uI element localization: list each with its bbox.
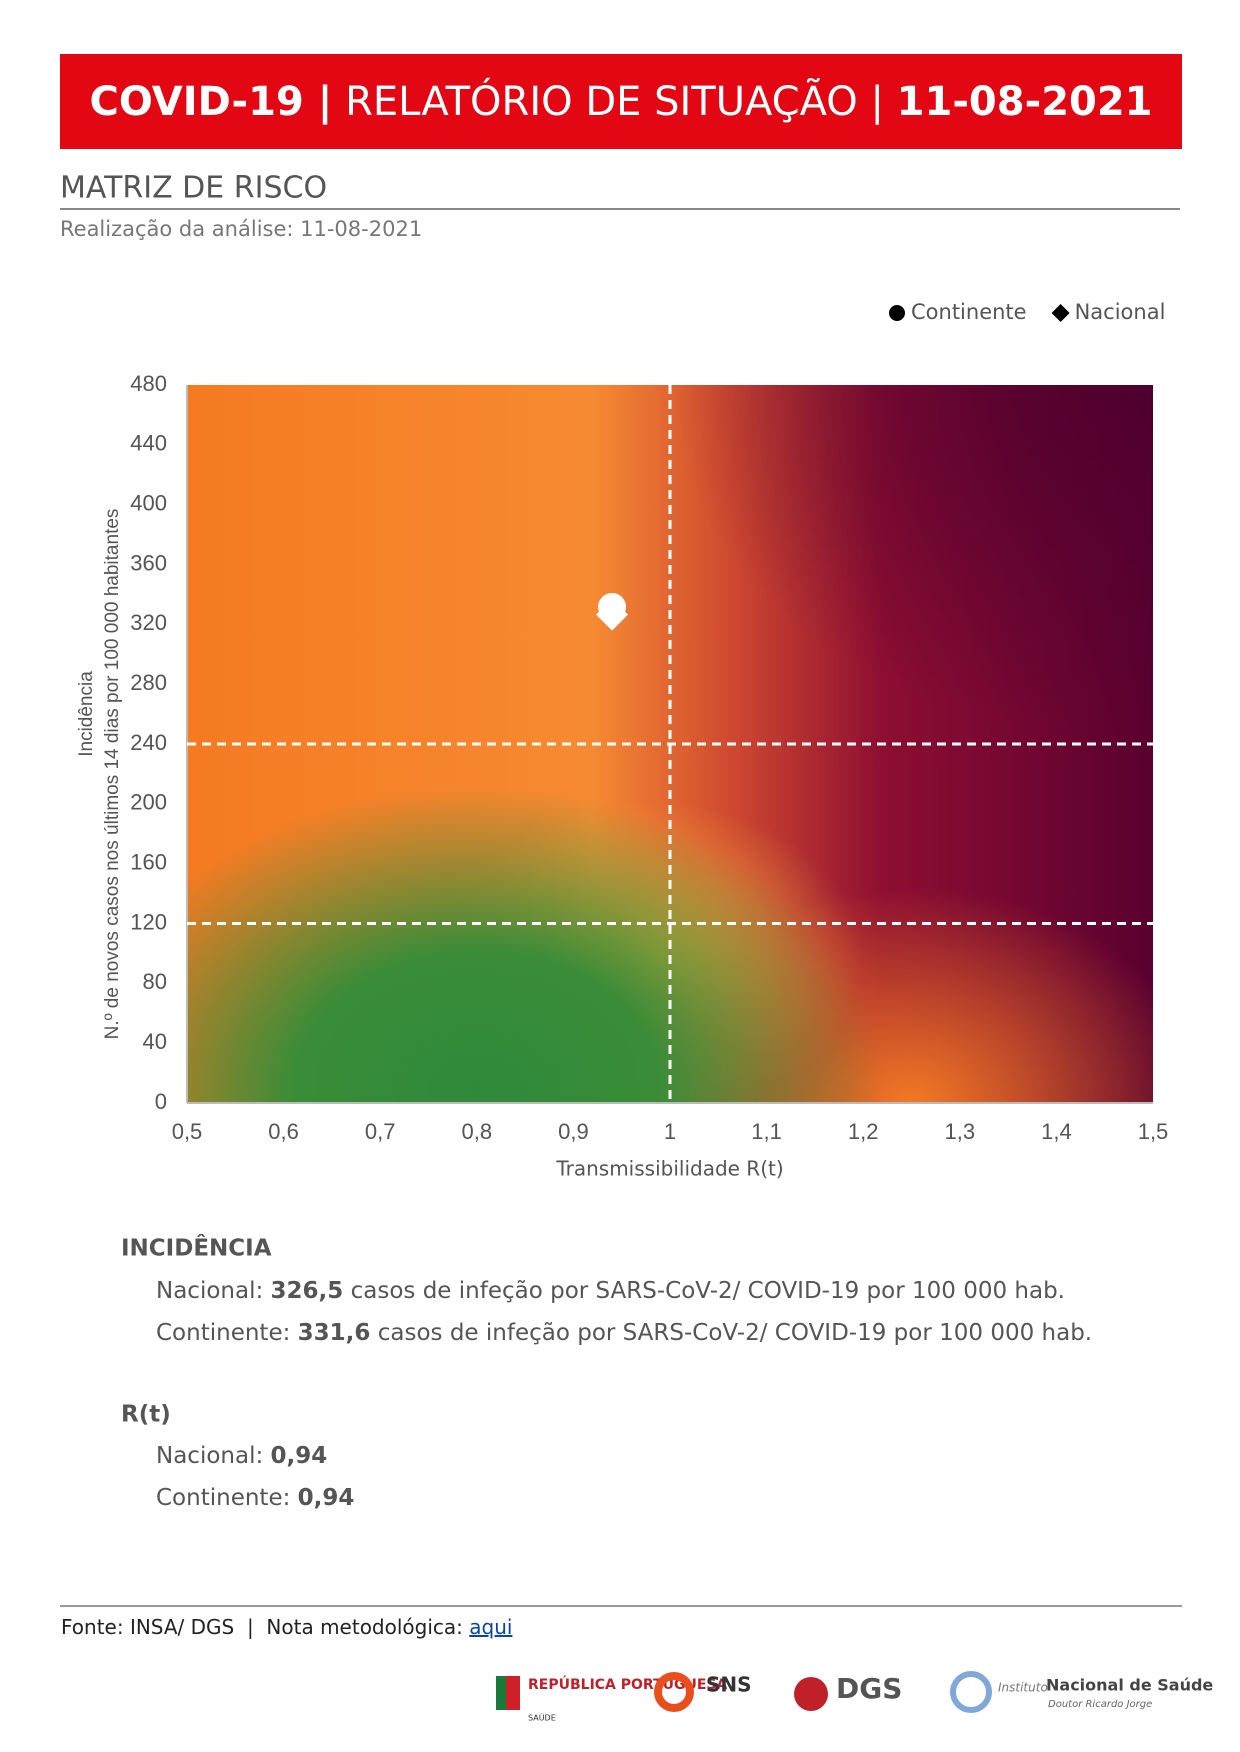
legend-label: Nacional xyxy=(1075,300,1166,324)
logo-text: REPÚBLICA PORTUGUESA xyxy=(528,1675,727,1693)
logo-text: Doutor Ricardo Jorge xyxy=(1048,1699,1152,1710)
methodology-link[interactable]: aqui xyxy=(469,1615,512,1639)
y-tick-label: 240 xyxy=(130,730,167,755)
section-heading: R(t) xyxy=(121,1402,171,1428)
x-tick-label: 0,8 xyxy=(462,1119,493,1144)
y-tick-label: 280 xyxy=(130,670,167,695)
footer-text: Fonte: INSA/ DGS | Nota metodológica: aq… xyxy=(61,1615,512,1639)
source: Fonte: INSA/ DGS | Nota metodológica: xyxy=(61,1615,463,1639)
logo-text: SNS xyxy=(706,1673,752,1697)
y-axis-label: Incidência xyxy=(76,671,97,757)
logos: REPÚBLICA PORTUGUESA SAÚDE SNS DGS Insti… xyxy=(496,1671,1213,1723)
y-tick-label: 40 xyxy=(143,1029,167,1054)
point xyxy=(596,598,629,631)
text-row: Continente: 331,6 casos de infeção por S… xyxy=(156,1320,1092,1346)
chart: 0 40 80 120 160 200 240 280 320 360 400 440 480 0,5 0,… xyxy=(76,300,1168,1181)
header-part: COVID-19 | xyxy=(89,79,332,126)
x-tick-label: 0,9 xyxy=(558,1119,589,1144)
logo-text: SAÚDE xyxy=(528,1712,556,1723)
row-value: 0,94 xyxy=(298,1485,355,1511)
y-tick-label: 320 xyxy=(130,610,167,635)
header-bar xyxy=(60,54,1182,149)
x-tick-label: 1,3 xyxy=(945,1119,976,1144)
x-tick-label: 1,4 xyxy=(1041,1119,1072,1144)
y-tick-label: 0 xyxy=(155,1089,167,1114)
y-tick-label: 480 xyxy=(130,371,167,396)
y-tick-label: 80 xyxy=(143,969,167,994)
y-tick-label: 160 xyxy=(130,849,167,874)
legend-label: Continente xyxy=(911,300,1027,324)
subtitle: Realização da análise: 11-08-2021 xyxy=(60,217,422,241)
row-label: Nacional: xyxy=(156,1443,263,1469)
text-row: Nacional: 326,5 casos de infeção por SAR… xyxy=(156,1278,1065,1304)
row-text: casos de infeção por SARS-CoV-2/ COVID-1… xyxy=(351,1278,1065,1304)
y-tick-label: 120 xyxy=(130,909,167,934)
row-value: 326,5 xyxy=(271,1278,344,1304)
legend-marker xyxy=(1051,304,1070,322)
y-axis-label: N.º de novos casos nos últimos 14 dias p… xyxy=(102,509,123,1040)
text-row: Continente: 0,94 xyxy=(156,1485,354,1511)
y-tick-label: 440 xyxy=(130,431,167,456)
section-title: MATRIZ DE RISCO xyxy=(60,171,327,206)
logo-text: Instituto xyxy=(998,1681,1048,1695)
text-row: Nacional: 0,94 xyxy=(156,1443,327,1469)
header-part: RELATÓRIO DE SITUAÇÃO | xyxy=(345,77,884,125)
logo-sns xyxy=(654,1672,694,1712)
logo-text: DGS xyxy=(836,1672,902,1705)
header-title: COVID-19 | RELATÓRIO DE SITUAÇÃO | 11-08… xyxy=(89,77,1152,126)
row-value: 0,94 xyxy=(271,1443,328,1469)
logo-text: Nacional de Saúde xyxy=(1046,1676,1213,1695)
logo-dgs xyxy=(794,1677,828,1711)
legend-marker xyxy=(889,305,905,321)
row-text: casos de infeção por SARS-CoV-2/ COVID-1… xyxy=(378,1320,1092,1346)
x-tick-label: 0,6 xyxy=(268,1119,299,1144)
row-label: Nacional: xyxy=(156,1278,263,1304)
header-part: 11-08-2021 xyxy=(897,79,1153,125)
section-heading: INCIDÊNCIA xyxy=(121,1234,272,1262)
y-tick-label: 200 xyxy=(130,790,167,815)
x-tick-label: 0,7 xyxy=(365,1119,396,1144)
x-tick-label: 1,2 xyxy=(848,1119,879,1144)
row-label: Continente: xyxy=(156,1485,290,1511)
x-tick-label: 1,1 xyxy=(751,1119,782,1144)
y-tick-label: 360 xyxy=(130,550,167,575)
x-tick-label: 1,5 xyxy=(1138,1119,1169,1144)
logo-flag xyxy=(506,1676,520,1710)
x-tick-label: 0,5 xyxy=(172,1119,203,1144)
row-label: Continente: xyxy=(156,1320,290,1346)
x-tick-label: 1 xyxy=(664,1119,676,1144)
y-tick-label: 400 xyxy=(130,490,167,515)
logo-insa xyxy=(950,1671,992,1713)
row-value: 331,6 xyxy=(298,1320,371,1346)
x-axis-label: Transmissibilidade R(t) xyxy=(555,1157,783,1181)
